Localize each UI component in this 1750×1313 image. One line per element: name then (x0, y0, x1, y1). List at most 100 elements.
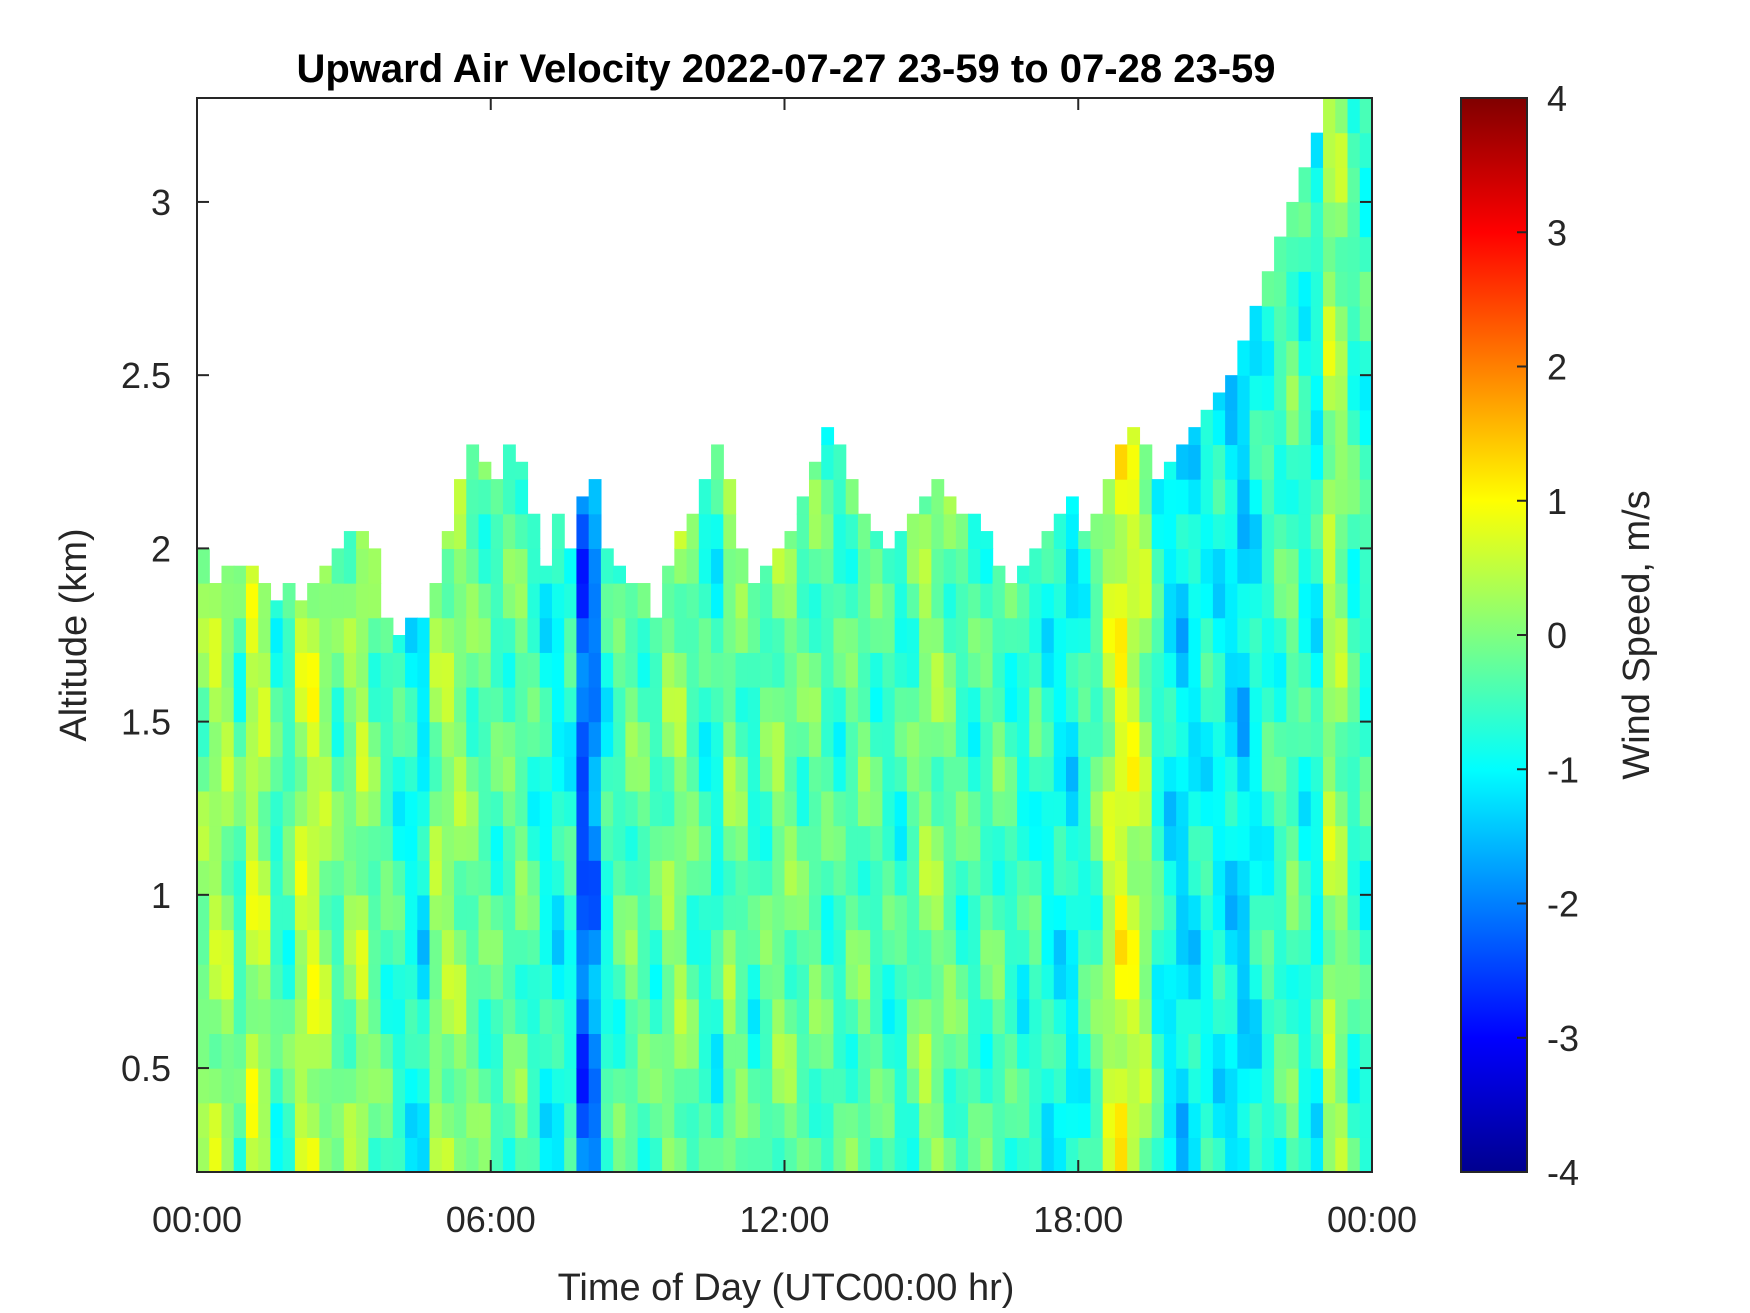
heatmap-cell (882, 998, 896, 1035)
heatmap-cell (600, 756, 614, 792)
heatmap-cell (637, 1033, 651, 1069)
heatmap-cell (307, 617, 320, 653)
heatmap-cell (1310, 998, 1324, 1035)
heatmap-cell (1053, 790, 1067, 827)
heatmap-cell (1310, 513, 1324, 549)
heatmap-cell (1053, 1102, 1067, 1138)
heatmap-cell (245, 998, 259, 1035)
heatmap-cell (711, 513, 724, 549)
heatmap-cell (1298, 686, 1312, 723)
heatmap-cell (588, 686, 602, 723)
heatmap-cell (796, 1102, 810, 1138)
heatmap-cell (1323, 236, 1336, 272)
heatmap-cell (882, 790, 896, 827)
heatmap-cell (1249, 998, 1263, 1035)
heatmap-cell (1347, 1068, 1361, 1104)
heatmap-cell (1029, 894, 1043, 931)
heatmap-cell (735, 825, 749, 861)
heatmap-cell (919, 929, 932, 965)
heatmap-cell (1274, 305, 1287, 342)
heatmap-cell (723, 756, 737, 792)
heatmap-cell (808, 1033, 822, 1069)
heatmap-cell (637, 860, 651, 896)
heatmap-cell (1004, 998, 1018, 1035)
heatmap-cell (1359, 271, 1372, 307)
heatmap-cell (1225, 409, 1238, 446)
heatmap-cell (784, 790, 798, 827)
heatmap-cell (833, 825, 847, 861)
heatmap-cell (1225, 583, 1238, 619)
heatmap-cell (1139, 998, 1153, 1035)
heatmap-cell (564, 583, 578, 619)
heatmap-cell (454, 583, 467, 619)
heatmap-cell (502, 790, 516, 827)
heatmap-cell (625, 583, 639, 619)
heatmap-cell (356, 964, 369, 1000)
heatmap-cell (1127, 998, 1141, 1035)
heatmap-cell (1139, 652, 1153, 688)
heatmap-cell (1225, 548, 1238, 584)
heatmap-cell (282, 860, 296, 896)
heatmap-cell (637, 1068, 651, 1104)
heatmap-cell (1347, 444, 1361, 480)
heatmap-cell (1004, 860, 1018, 896)
heatmap-cell (368, 825, 382, 861)
heatmap-cell (808, 721, 822, 757)
heatmap-cell (209, 790, 223, 827)
heatmap-cell (527, 652, 541, 688)
heatmap-cell (600, 998, 614, 1035)
heatmap-cell (1053, 964, 1067, 1000)
heatmap-cell (1359, 201, 1372, 238)
heatmap-cell (1127, 860, 1141, 896)
heatmap-cell (197, 617, 210, 653)
heatmap-cell (625, 686, 639, 723)
heatmap-cell (857, 548, 871, 584)
heatmap-cell (625, 998, 639, 1035)
heatmap-cell (380, 1137, 394, 1172)
heatmap-cell (515, 513, 529, 549)
heatmap-cell (1310, 1137, 1324, 1172)
heatmap-cell (637, 790, 651, 827)
colorbar-tick-label: 3 (1547, 212, 1567, 253)
heatmap-cell (515, 929, 529, 965)
heatmap-cell (441, 998, 455, 1035)
heatmap-cell (233, 756, 247, 792)
heatmap-cell (625, 1033, 639, 1069)
heatmap-cell (1127, 479, 1141, 515)
heatmap-cell (258, 583, 272, 619)
heatmap-cell (233, 825, 247, 861)
heatmap-cell (515, 790, 529, 827)
heatmap-cell (760, 894, 773, 931)
heatmap-cell (760, 721, 773, 757)
heatmap-cell (282, 652, 296, 688)
heatmap-cell (821, 756, 835, 792)
heatmap-cell (1347, 98, 1361, 134)
heatmap-cell (417, 790, 431, 827)
heatmap-cell (1090, 652, 1104, 688)
heatmap-cell (1359, 652, 1372, 688)
heatmap-cell (588, 479, 602, 515)
heatmap-cell (845, 1068, 859, 1104)
heatmap-cell (1102, 894, 1116, 931)
heatmap-cell (576, 998, 590, 1035)
heatmap-cell (245, 1068, 259, 1104)
heatmap-cell (1323, 201, 1336, 238)
colorbar-tick-label: -1 (1547, 749, 1579, 790)
heatmap-cell (294, 964, 308, 1000)
heatmap-cell (258, 860, 272, 896)
heatmap-cell (1200, 583, 1214, 619)
heatmap-cell (992, 929, 1006, 965)
heatmap-cell (417, 1033, 431, 1069)
heatmap-cell (356, 686, 369, 723)
y-tick-label: 2 (151, 528, 171, 569)
heatmap-cell (870, 756, 884, 792)
heatmap-cell (1310, 236, 1324, 272)
heatmap-cell (931, 548, 945, 584)
heatmap-cell (478, 756, 492, 792)
heatmap-cell (919, 825, 932, 861)
heatmap-cell (992, 756, 1006, 792)
heatmap-cell (857, 894, 871, 931)
heatmap-cell (845, 652, 859, 688)
heatmap-cell (294, 894, 308, 931)
heatmap-cell (833, 583, 847, 619)
